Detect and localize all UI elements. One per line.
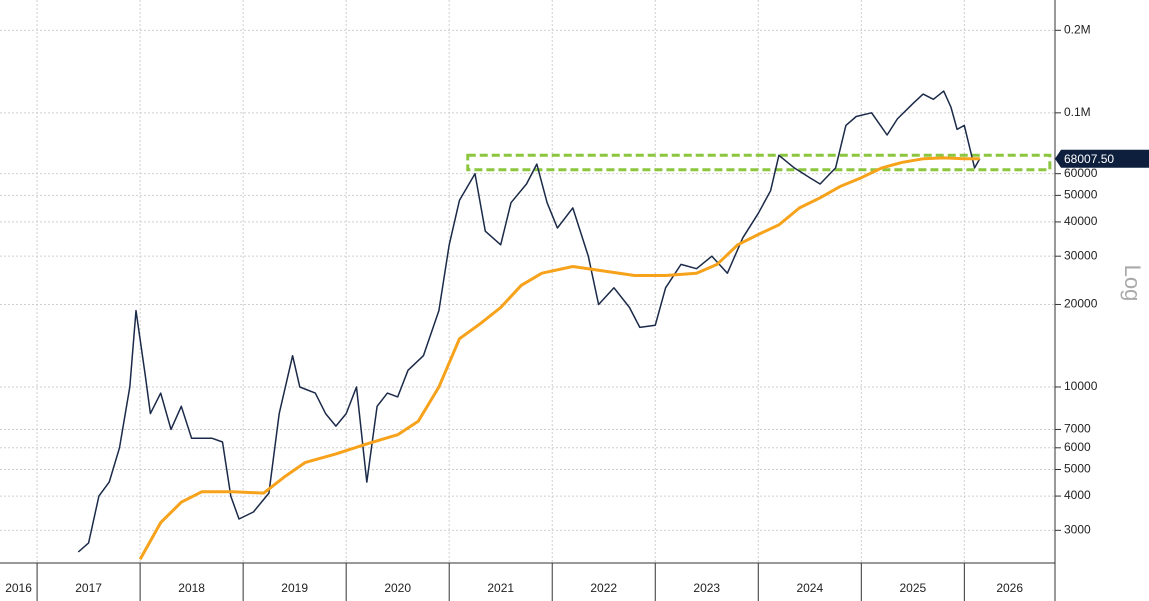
last-value-label: 68007.50: [1064, 152, 1114, 166]
last-value-box: [1061, 149, 1149, 168]
y-tick-label: 0.2M: [1064, 22, 1091, 36]
y-tick-label: 10000: [1064, 379, 1098, 393]
y-axis-label: Log: [1120, 265, 1145, 302]
y-tick-label: 30000: [1064, 248, 1098, 262]
x-tick-label: 2019: [281, 581, 308, 595]
plot-area: [77, 90, 1052, 561]
series-line: [77, 90, 981, 553]
y-tick-label: 60000: [1064, 166, 1098, 180]
series-line: [138, 156, 980, 561]
y-tick-label: 7000: [1064, 422, 1091, 436]
y-tick-label: 3000: [1064, 522, 1091, 536]
x-tick-label: 2025: [899, 581, 926, 595]
x-tick-label: 2023: [693, 581, 720, 595]
y-tick-label: 50000: [1064, 188, 1098, 202]
x-tick-label: 2018: [178, 581, 205, 595]
band-box: [466, 153, 1052, 172]
y-tick-label: 6000: [1064, 440, 1091, 454]
x-tick-label: 2020: [384, 581, 411, 595]
y-tick-label: 4000: [1064, 488, 1091, 502]
x-tick-label: 2017: [75, 581, 102, 595]
y-tick-label: 40000: [1064, 214, 1098, 228]
x-tick-label: 2022: [590, 581, 617, 595]
y-tick-label: 20000: [1064, 297, 1098, 311]
x-tick-label: 2026: [996, 581, 1023, 595]
x-tick-label: 2021: [487, 581, 514, 595]
last-value-marker: [1055, 149, 1061, 168]
y-tick-label: 0.1M: [1064, 105, 1091, 119]
y-tick-label: 5000: [1064, 462, 1091, 476]
x-tick-label: 2024: [796, 581, 823, 595]
x-tick-label: 2016: [5, 581, 32, 595]
grid: [0, 0, 1055, 563]
